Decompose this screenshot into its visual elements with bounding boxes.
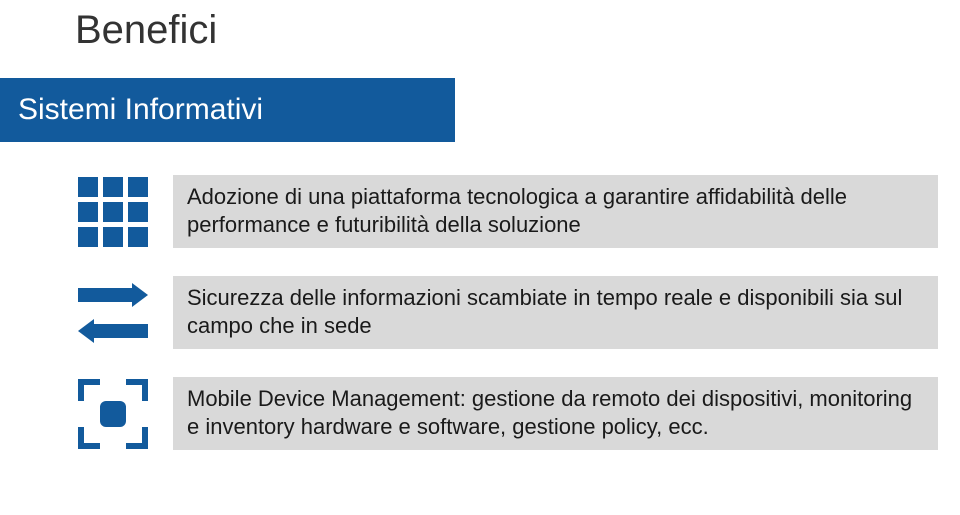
grid-icon (78, 177, 148, 247)
benefit-text-box: Sicurezza delle informazioni scambiate i… (173, 276, 938, 349)
benefit-text: Sicurezza delle informazioni scambiate i… (187, 284, 924, 339)
benefit-text: Adozione di una piattaforma tecnologica … (187, 183, 924, 238)
icon-column (78, 177, 173, 247)
section-banner: Sistemi Informativi (0, 78, 455, 142)
expand-icon (78, 379, 148, 449)
benefit-item: Mobile Device Management: gestione da re… (78, 377, 938, 450)
benefit-text: Mobile Device Management: gestione da re… (187, 385, 924, 440)
benefit-list: Adozione di una piattaforma tecnologica … (78, 175, 938, 478)
banner-text: Sistemi Informativi (18, 93, 263, 127)
icon-column (78, 379, 173, 449)
arrows-icon (78, 281, 148, 345)
benefit-item: Adozione di una piattaforma tecnologica … (78, 175, 938, 248)
page-title: Benefici (75, 8, 217, 53)
icon-column (78, 281, 173, 345)
benefit-text-box: Mobile Device Management: gestione da re… (173, 377, 938, 450)
benefit-text-box: Adozione di una piattaforma tecnologica … (173, 175, 938, 248)
benefit-item: Sicurezza delle informazioni scambiate i… (78, 276, 938, 349)
slide: Benefici Sistemi Informativi Adozione di… (0, 0, 960, 515)
